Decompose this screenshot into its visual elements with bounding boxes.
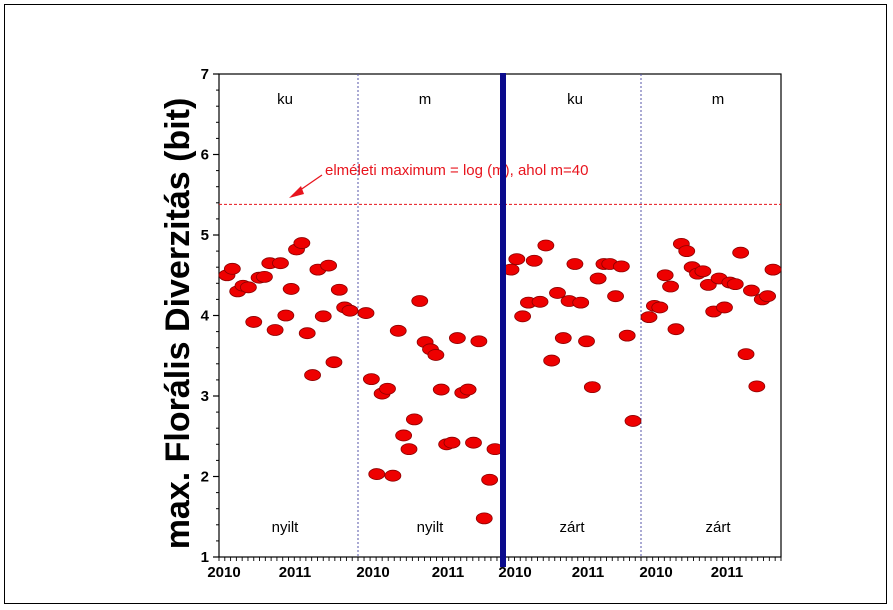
panel-bottom-label: nyilt [272, 519, 300, 536]
data-point [368, 468, 386, 480]
data-point [330, 283, 348, 296]
data-point [678, 245, 696, 258]
data-point [656, 269, 674, 282]
y-tick-label: 7 [201, 66, 209, 83]
data-point [651, 301, 669, 314]
data-point [470, 335, 488, 348]
y-tick-label: 5 [201, 227, 209, 244]
data-point [304, 369, 321, 381]
data-point [245, 316, 263, 328]
x-tick-label: 2010 [498, 564, 531, 581]
data-point [256, 270, 273, 283]
y-tick-label: 4 [201, 308, 210, 325]
x-tick-label: 2011 [711, 564, 744, 581]
data-point [298, 327, 316, 340]
data-point [411, 295, 429, 307]
x-tick-label: 2010 [207, 564, 240, 581]
data-point [379, 382, 396, 395]
data-point [543, 354, 561, 367]
data-point [764, 263, 782, 276]
data-point [578, 335, 595, 348]
y-axis-label: max. Florális Diverzitás (bit) [159, 98, 197, 550]
data-point [583, 381, 601, 394]
data-point [612, 260, 630, 273]
data-point [314, 310, 332, 323]
data-point [272, 257, 289, 270]
data-point [572, 296, 590, 309]
data-point [405, 413, 423, 426]
data-point [459, 383, 477, 396]
data-point [607, 290, 624, 303]
x-tick-label: 2010 [356, 564, 389, 581]
data-point [667, 323, 685, 336]
data-point [266, 324, 284, 336]
data-point [475, 512, 493, 525]
data-point [732, 246, 750, 259]
panel-top-label: ku [567, 91, 583, 108]
panel-bottom-label: nyilt [417, 519, 445, 536]
data-point [277, 309, 295, 322]
chart-frame: elméleti maximum = log (m), ahol m=40 1 2 3… [4, 4, 887, 604]
panel-bottom-label: zárt [559, 519, 585, 536]
y-tick-label: 6 [201, 147, 209, 164]
panel-top-label: ku [277, 91, 293, 108]
y-tick-label: 3 [201, 388, 209, 405]
data-point [589, 272, 607, 285]
y-tick-label: 2 [201, 469, 209, 486]
data-point [223, 262, 241, 275]
x-tick-label: 2010 [639, 564, 672, 581]
data-point [384, 469, 402, 482]
data-point [320, 259, 338, 272]
data-point [640, 311, 658, 324]
data-point [282, 283, 300, 295]
scatter-chart: elméleti maximum = log (m), ahol m=40 1 2 3… [159, 66, 782, 581]
data-point [325, 356, 343, 369]
data-point [362, 373, 380, 385]
data-point [537, 239, 555, 252]
data-point [400, 443, 418, 456]
x-tick-label: 2011 [279, 564, 312, 581]
x-tick-label: 2011 [432, 564, 465, 581]
data-point [389, 324, 407, 337]
data-point [448, 332, 466, 344]
data-point [554, 332, 572, 344]
data-point [443, 436, 461, 449]
data-point [293, 237, 311, 249]
data-point [427, 349, 445, 361]
data-point [662, 280, 679, 293]
data-point [481, 473, 499, 486]
data-point [531, 295, 549, 308]
data-point [624, 415, 642, 427]
data-point [525, 254, 543, 267]
data-point [759, 290, 777, 303]
data-point [743, 284, 760, 297]
data-point [357, 307, 375, 319]
panel-top-label: m [712, 91, 725, 108]
annotation-arrowhead [289, 186, 304, 198]
panel-bottom-label: zárt [705, 519, 731, 536]
data-point [514, 310, 532, 323]
data-point [694, 265, 712, 278]
x-tick-label: 2011 [572, 564, 605, 581]
data-point [748, 380, 766, 393]
data-point [465, 436, 482, 449]
y-tick-label: 1 [201, 549, 209, 566]
data-point [341, 304, 359, 317]
data-point [239, 281, 257, 294]
data-point [395, 429, 413, 442]
annotation-text: elméleti maximum = log (m), ahol m=40 [325, 162, 588, 179]
data-point [699, 279, 717, 291]
data-point [737, 348, 755, 361]
data-point [508, 253, 526, 266]
panel-top-label: m [419, 91, 432, 108]
data-point [716, 301, 733, 314]
data-point [726, 278, 744, 291]
data-point [566, 258, 584, 270]
data-point [432, 383, 450, 396]
data-point [618, 329, 636, 342]
data-point [549, 287, 566, 299]
